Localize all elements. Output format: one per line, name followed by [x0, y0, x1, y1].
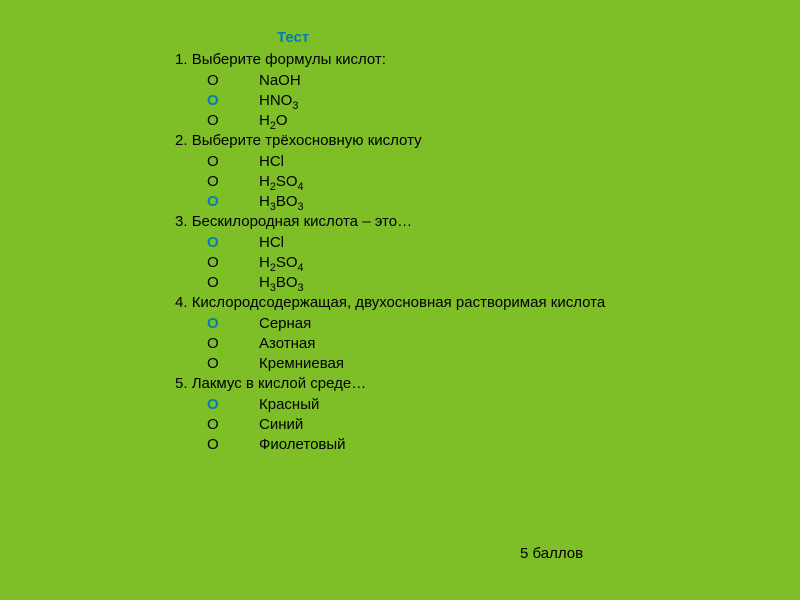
option-row: ОКрасный: [175, 395, 780, 415]
slide-title: Тест: [277, 28, 780, 48]
question-row: 2. Выберите трёхосновную кислоту: [175, 131, 780, 151]
option-row: ОСерная: [175, 314, 780, 334]
option-bullet: О: [205, 253, 259, 273]
formula-segment: BO: [276, 193, 298, 210]
formula-subscript: 3: [292, 100, 298, 112]
option-row: ОH2SO4: [175, 253, 780, 273]
option-label: H2SO4: [259, 254, 304, 271]
option-row: ОH2O: [175, 111, 780, 131]
option-row: ОHCl: [175, 152, 780, 172]
formula-segment: H: [259, 193, 270, 210]
formula-segment: SO: [276, 254, 298, 271]
formula-segment: H: [259, 254, 270, 271]
question-text: Бескилородная кислота – это…: [192, 213, 412, 230]
option-label: Красный: [259, 396, 319, 413]
option-label: HCl: [259, 234, 284, 251]
question-row: 4. Кислородсодержащая, двухосновная раст…: [175, 293, 780, 313]
option-bullet: О: [205, 172, 259, 192]
option-bullet: О: [205, 415, 259, 435]
option-bullet-correct: О: [205, 395, 259, 415]
formula-subscript: 4: [298, 262, 304, 274]
question-row: 3. Бескилородная кислота – это…: [175, 212, 780, 232]
option-bullet-correct: О: [205, 314, 259, 334]
question-text: Выберите трёхосновную кислоту: [192, 132, 422, 149]
option-label: HCl: [259, 153, 284, 170]
option-row: ОH3BO3: [175, 192, 780, 212]
option-row: ОСиний: [175, 415, 780, 435]
option-row: ОФиолетовый: [175, 435, 780, 455]
option-bullet: О: [205, 71, 259, 91]
option-label: Фиолетовый: [259, 436, 346, 453]
option-label: Азотная: [259, 335, 315, 352]
formula-segment: H: [259, 274, 270, 291]
quiz-slide: Тест 1. Выберите формулы кислот:ОNaOHОHN…: [0, 0, 800, 600]
formula-segment: Фиолетовый: [259, 436, 346, 453]
option-bullet-correct: О: [205, 91, 259, 111]
question-text: Кислородсодержащая, двухосновная раствор…: [192, 294, 605, 311]
option-bullet: О: [205, 354, 259, 374]
option-label: Кремниевая: [259, 355, 344, 372]
formula-subscript: 3: [298, 201, 304, 213]
question-row: 1. Выберите формулы кислот:: [175, 50, 780, 70]
question-text: Лакмус в кислой среде…: [192, 375, 367, 392]
option-label: NaOH: [259, 72, 301, 89]
option-bullet: О: [205, 435, 259, 455]
formula-segment: Синий: [259, 416, 303, 433]
option-bullet: О: [205, 111, 259, 131]
formula-subscript: 4: [298, 181, 304, 193]
option-bullet: О: [205, 152, 259, 172]
question-number: 2.: [175, 132, 192, 149]
formula-segment: HCl: [259, 153, 284, 170]
question-text: Выберите формулы кислот:: [192, 51, 386, 68]
formula-segment: O: [276, 112, 288, 129]
formula-segment: H: [259, 112, 270, 129]
option-row: ОNaOH: [175, 71, 780, 91]
option-label: H3BO3: [259, 193, 304, 210]
option-label: Синий: [259, 416, 303, 433]
question-number: 3.: [175, 213, 192, 230]
formula-segment: NaOH: [259, 72, 301, 89]
formula-segment: HNO: [259, 92, 292, 109]
option-bullet: О: [205, 334, 259, 354]
option-row: ОКремниевая: [175, 354, 780, 374]
formula-segment: Серная: [259, 315, 311, 332]
option-bullet: О: [205, 273, 259, 293]
formula-segment: H: [259, 173, 270, 190]
formula-segment: Красный: [259, 396, 319, 413]
question-number: 4.: [175, 294, 192, 311]
option-label: HNO3: [259, 92, 298, 109]
formula-segment: HCl: [259, 234, 284, 251]
questions-container: 1. Выберите формулы кислот:ОNaOHОHNO3ОH2…: [175, 50, 780, 455]
question-row: 5. Лакмус в кислой среде…: [175, 374, 780, 394]
question-number: 1.: [175, 51, 192, 68]
formula-segment: Кремниевая: [259, 355, 344, 372]
option-row: ОH3BO3: [175, 273, 780, 293]
formula-segment: Азотная: [259, 335, 315, 352]
score-label: 5 баллов: [520, 544, 583, 564]
option-bullet-correct: О: [205, 233, 259, 253]
question-number: 5.: [175, 375, 192, 392]
formula-segment: BO: [276, 274, 298, 291]
formula-segment: SO: [276, 173, 298, 190]
formula-subscript: 3: [298, 282, 304, 294]
option-row: ОАзотная: [175, 334, 780, 354]
option-label: H2SO4: [259, 173, 304, 190]
option-row: ОHNO3: [175, 91, 780, 111]
option-row: ОHCl: [175, 233, 780, 253]
option-row: ОH2SO4: [175, 172, 780, 192]
option-label: H2O: [259, 112, 288, 129]
option-label: H3BO3: [259, 274, 304, 291]
option-bullet-correct: О: [205, 192, 259, 212]
option-label: Серная: [259, 315, 311, 332]
